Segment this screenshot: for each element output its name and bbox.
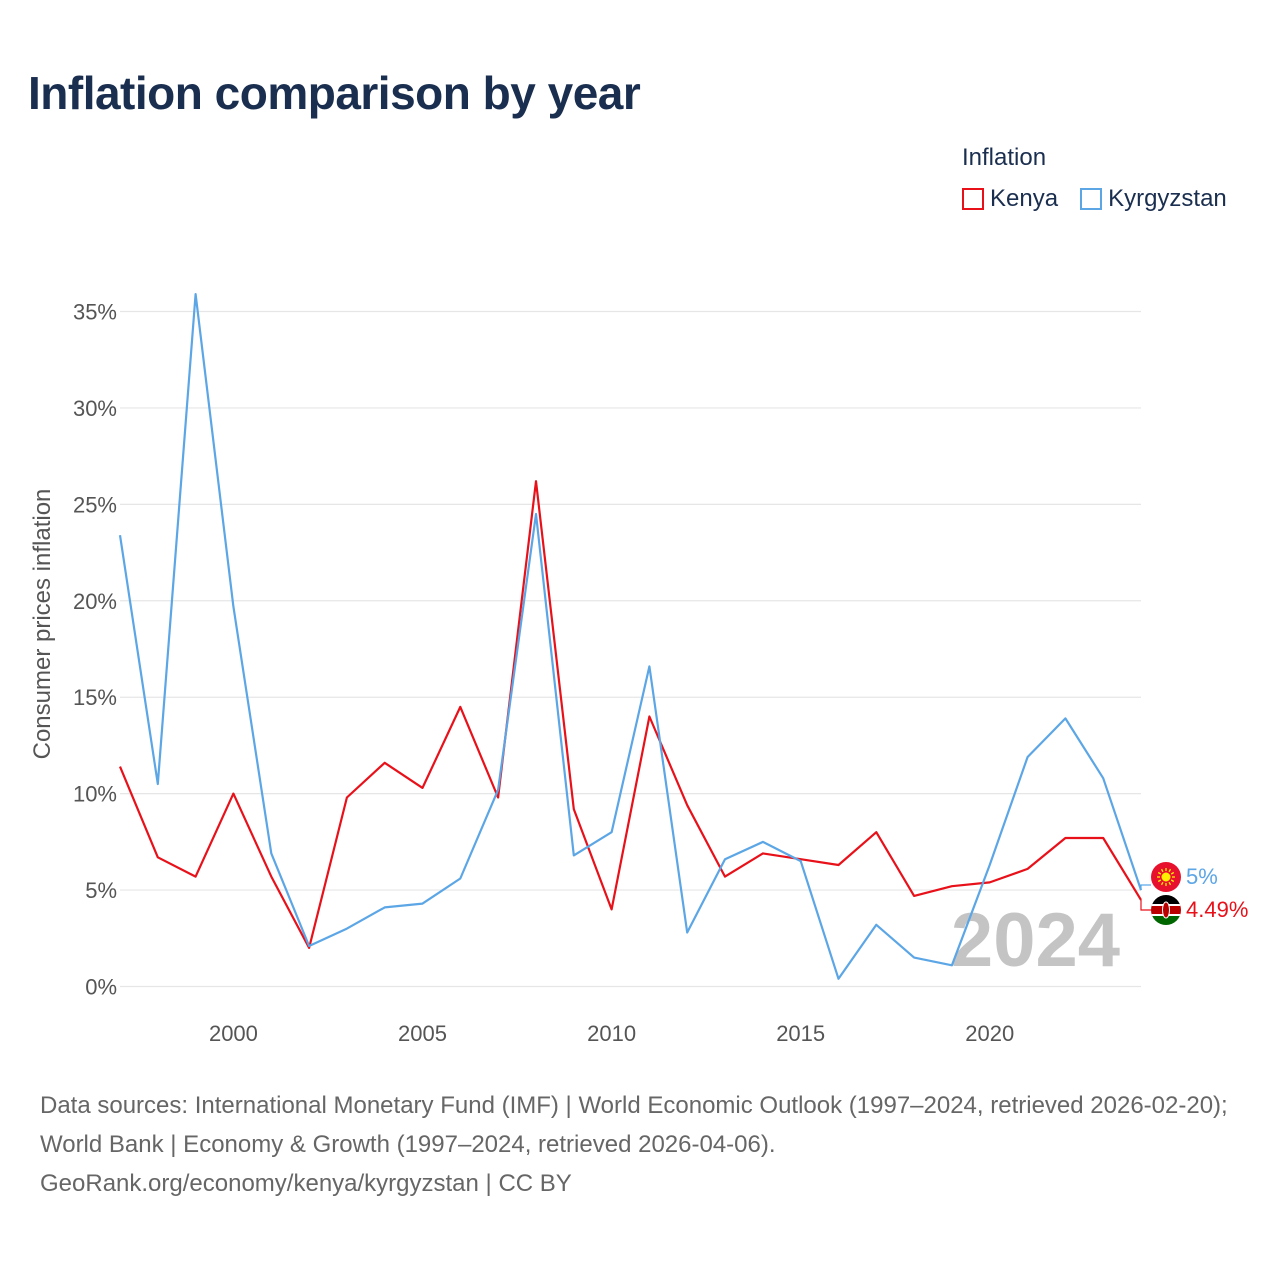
connector-kenya (1140, 899, 1151, 911)
kyrgyzstan-sun-icon (1160, 871, 1172, 883)
end-label-kyrgyzstan: 5% (1186, 864, 1218, 889)
legend: Kenya Kyrgyzstan (962, 185, 1227, 213)
series-line-kenya[interactable] (118, 480, 1142, 950)
flag-stripe-black (1151, 895, 1181, 905)
legend-title: Inflation (962, 144, 1047, 171)
sun-ray (1168, 868, 1172, 873)
sun-ray (1170, 871, 1175, 875)
y-tick-label: 30% (73, 396, 117, 421)
x-axis-ticks: 2000 2005 2010 2015 2020 (209, 1021, 1014, 1046)
y-tick-label: 5% (85, 878, 117, 903)
chart-title: Inflation comparison by year (28, 67, 641, 119)
end-markers: 5% 4.49% (1140, 862, 1248, 925)
sun-ray (1160, 868, 1164, 873)
footer: Data sources: International Monetary Fun… (40, 1086, 1250, 1203)
sun-ray (1168, 881, 1172, 886)
series-line-kyrgyzstan[interactable] (118, 293, 1143, 980)
x-tick-label: 2020 (965, 1021, 1014, 1046)
legend-item-kenya[interactable]: Kenya (962, 185, 1058, 213)
x-tick-label: 2015 (776, 1021, 825, 1046)
legend-swatch-kenya (962, 188, 984, 210)
credit-link[interactable]: GeoRank.org/economy/kenya/kyrgyzstan | C… (40, 1170, 572, 1197)
legend-label-kyrgyzstan: Kyrgyzstan (1108, 185, 1227, 212)
y-tick-label: 35% (73, 300, 117, 325)
x-tick-label: 2005 (398, 1021, 447, 1046)
sun-ray (1170, 879, 1175, 883)
legend-item-kyrgyzstan[interactable]: Kyrgyzstan (1080, 185, 1227, 213)
y-tick-label: 15% (73, 685, 117, 710)
flag-stripe-green (1151, 915, 1181, 925)
series-lines (118, 293, 1143, 980)
y-tick-label: 0% (85, 975, 117, 1000)
kenya-shield-icon (1162, 901, 1170, 919)
y-tick-label: 25% (73, 492, 117, 517)
connector-kyrgyzstan (1140, 884, 1151, 891)
x-tick-label: 2000 (209, 1021, 258, 1046)
y-tick-label: 10% (73, 782, 117, 807)
sun-ray (1157, 879, 1162, 883)
current-year-watermark: 2024 (951, 898, 1120, 983)
sun-ray (1157, 871, 1162, 875)
kenya-flag-icon (1151, 895, 1181, 925)
end-label-kenya: 4.49% (1186, 897, 1248, 922)
sun-ray (1160, 881, 1164, 886)
data-sources-text: Data sources: International Monetary Fun… (40, 1092, 1228, 1158)
y-axis-ticks: 0% 5% 10% 15% 20% 25% 30% 35% (73, 300, 117, 1000)
y-tick-label: 20% (73, 589, 117, 614)
legend-swatch-kyrgyzstan (1080, 188, 1103, 210)
x-tick-label: 2010 (587, 1021, 636, 1046)
y-axis-title: Consumer prices inflation (29, 489, 56, 760)
grid-lines (120, 310, 1141, 988)
legend-label-kenya: Kenya (990, 185, 1059, 212)
